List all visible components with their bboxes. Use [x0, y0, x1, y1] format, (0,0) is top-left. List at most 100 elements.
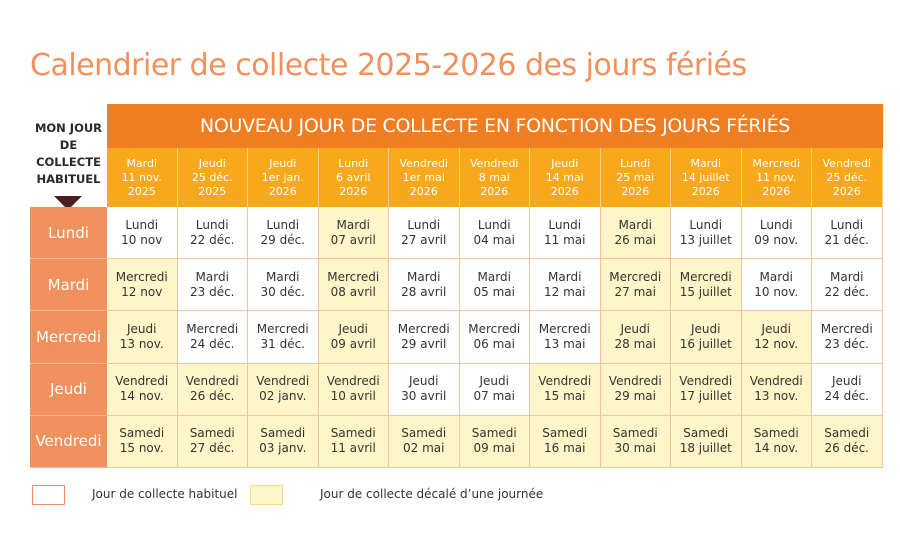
cell: Jeudi 09 avril [318, 311, 389, 364]
cell-date: 15 nov. [119, 441, 164, 456]
cell-date: 27 mai [614, 284, 656, 299]
cell: Lundi 11 mai [530, 207, 601, 260]
cell: Mardi 12 mai [530, 259, 601, 312]
cell: Vendredi 14 nov. [107, 363, 178, 416]
cell-day: Samedi [189, 426, 235, 441]
column-header: Jeudi 14 mai 2026 [530, 148, 601, 207]
cell-day: Mercredi [609, 269, 662, 284]
cell-date: 08 avril [330, 284, 376, 299]
cell: Jeudi 13 nov. [107, 311, 178, 364]
cell-date: 13 nov. [119, 336, 164, 351]
cell-day: Mardi [477, 269, 511, 284]
cell-day: Mardi [548, 269, 582, 284]
row-label: Vendredi [30, 415, 107, 468]
cell-date: 22 déc. [824, 284, 870, 299]
column-header: Mardi 11 nov. 2025 [107, 148, 178, 207]
title: Calendrier de collecte 2025-2026 des jou… [30, 48, 747, 83]
cell-day: Lundi [195, 217, 229, 232]
cell-day: Lundi [548, 217, 582, 232]
cell-date: 11 mai [544, 232, 586, 247]
cell: Jeudi 28 mai [600, 311, 671, 364]
cell-day: Mercredi [115, 269, 168, 284]
cell-date: 30 avril [401, 389, 447, 404]
header-date: 8 mai [478, 170, 510, 184]
cell-date: 17 juillet [679, 389, 732, 404]
cell: Samedi 14 nov. [741, 415, 812, 468]
banner: NOUVEAU JOUR DE COLLECTE EN FONCTION DES… [107, 104, 883, 148]
cell-day: Samedi [753, 426, 799, 441]
cell: Vendredi 10 avril [318, 363, 389, 416]
cell-day: Mercredi [820, 321, 873, 336]
cell-day: Mardi [336, 217, 370, 232]
cell-day: Mardi [266, 269, 300, 284]
cell: Mardi 23 déc. [177, 259, 248, 312]
header-day: Mardi [126, 156, 158, 170]
cell-day: Mercredi [186, 321, 239, 336]
cell-day: Jeudi [127, 321, 157, 336]
cell: Mercredi 29 avril [389, 311, 460, 364]
cell-day: Lundi [477, 217, 511, 232]
cell: Vendredi 13 nov. [741, 363, 812, 416]
cell-day: Lundi [689, 217, 723, 232]
header-date: 1er mai [402, 170, 445, 184]
cell: Jeudi 07 mai [459, 363, 530, 416]
cell: Vendredi 29 mai [600, 363, 671, 416]
column-header: Vendredi 25 déc. 2026 [812, 148, 883, 207]
cell-day: Samedi [330, 426, 376, 441]
cell: Jeudi 24 déc. [812, 363, 883, 416]
cell-day: Samedi [471, 426, 517, 441]
column-header: Lundi 6 avril 2026 [318, 148, 389, 207]
cell-day: Mercredi [679, 269, 732, 284]
cell-date: 18 juillet [679, 441, 732, 456]
cell: Samedi 18 juillet [671, 415, 742, 468]
cell-day: Jeudi [479, 374, 509, 389]
cell: Jeudi 12 nov. [741, 311, 812, 364]
cell-day: Mardi [407, 269, 441, 284]
cell-day: Lundi [266, 217, 300, 232]
cell-day: Mardi [759, 269, 793, 284]
cell-day: Mercredi [468, 321, 521, 336]
cell: Samedi 02 mai [389, 415, 460, 468]
cell: Mercredi 15 juillet [671, 259, 742, 312]
cell: Samedi 11 avril [318, 415, 389, 468]
header-day: Mardi [690, 156, 722, 170]
cell: Lundi 13 juillet [671, 207, 742, 260]
column-header: Jeudi 1er jan. 2026 [248, 148, 319, 207]
cell-date: 06 mai [473, 336, 515, 351]
cell: Mardi 10 nov. [741, 259, 812, 312]
cell-date: 16 mai [544, 441, 586, 456]
cell: Vendredi 26 déc. [177, 363, 248, 416]
cell-day: Jeudi [338, 321, 368, 336]
header-day: Lundi [620, 156, 651, 170]
cell-day: Jeudi [832, 374, 862, 389]
cell: Samedi 26 déc. [812, 415, 883, 468]
cell: Lundi 04 mai [459, 207, 530, 260]
cell: Mardi 22 déc. [812, 259, 883, 312]
corner-label: MON JOUR DE COLLECTE HABITUEL [34, 121, 103, 186]
cell-day: Samedi [683, 426, 729, 441]
cell-date: 09 avril [330, 336, 376, 351]
cell-date: 29 mai [614, 389, 656, 404]
header-date: 14 juillet [681, 170, 730, 184]
header-day: Mercredi [752, 156, 801, 170]
cell-day: Vendredi [185, 374, 239, 389]
cell-day: Mercredi [256, 321, 309, 336]
cell-date: 15 mai [544, 389, 586, 404]
cell-date: 30 déc. [260, 284, 306, 299]
cell: Mercredi 06 mai [459, 311, 530, 364]
cell-day: Lundi [830, 217, 864, 232]
cell-day: Vendredi [679, 374, 733, 389]
cell-day: Vendredi [538, 374, 592, 389]
cell-day: Jeudi [691, 321, 721, 336]
header-date: 25 déc. [191, 170, 233, 184]
legend-label: Jour de collecte décalé d’une journée [320, 487, 544, 501]
cell-date: 15 juillet [679, 284, 732, 299]
header-day: Vendredi [399, 156, 448, 170]
column-header: Jeudi 25 déc. 2025 [177, 148, 248, 207]
cell-date: 11 avril [330, 441, 376, 456]
cell: Mercredi 31 déc. [248, 311, 319, 364]
header-day: Jeudi [551, 156, 579, 170]
cell-date: 07 avril [330, 232, 376, 247]
header-year: 2026 [268, 184, 297, 198]
